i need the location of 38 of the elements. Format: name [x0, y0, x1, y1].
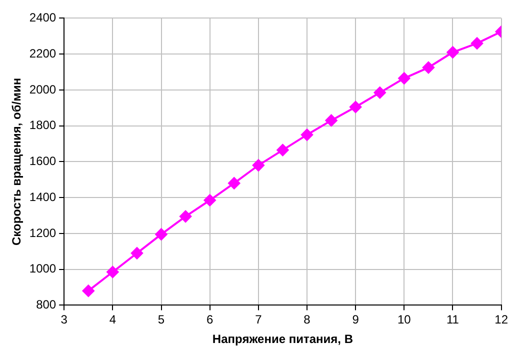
point — [204, 194, 216, 206]
x-tick-label: 6 — [206, 312, 214, 327]
x-tick-label: 5 — [158, 312, 165, 327]
y-tick-label: 1600 — [29, 154, 56, 168]
y-tick-label: 2000 — [29, 82, 56, 96]
y-tick-label: 1400 — [29, 190, 56, 204]
y-axis-title: Скорость вращения, об/мин — [10, 78, 24, 246]
point — [325, 114, 338, 126]
point — [82, 284, 94, 297]
x-tick-label: 3 — [60, 312, 68, 327]
x-tick-label: 11 — [446, 312, 460, 327]
point — [301, 128, 313, 141]
point — [398, 72, 410, 84]
x-axis-title: Напряжение питания, В — [212, 332, 354, 346]
point — [180, 210, 192, 222]
x-tick-label: 7 — [255, 312, 262, 327]
point — [155, 228, 168, 240]
x-tick-label: 8 — [304, 312, 311, 327]
point — [276, 144, 289, 156]
point — [350, 100, 362, 113]
x-tick-label: 9 — [352, 312, 360, 327]
y-tick-label: 2400 — [29, 10, 56, 25]
y-tick-label: 1800 — [29, 118, 56, 132]
x-tick-label: 12 — [494, 312, 508, 327]
x-tick-label: 4 — [109, 312, 116, 327]
point — [252, 159, 264, 172]
point — [471, 37, 484, 50]
point — [228, 177, 240, 190]
point — [374, 86, 386, 99]
point — [130, 247, 143, 260]
point — [446, 46, 459, 58]
y-tick-label: 2200 — [29, 46, 56, 60]
x-tick-label: 10 — [397, 312, 412, 327]
point — [422, 62, 434, 74]
y-tick-label: 1200 — [29, 226, 56, 240]
y-tick-label: 800 — [36, 298, 56, 312]
y-tick-label: 1000 — [29, 262, 56, 276]
point — [106, 266, 119, 278]
